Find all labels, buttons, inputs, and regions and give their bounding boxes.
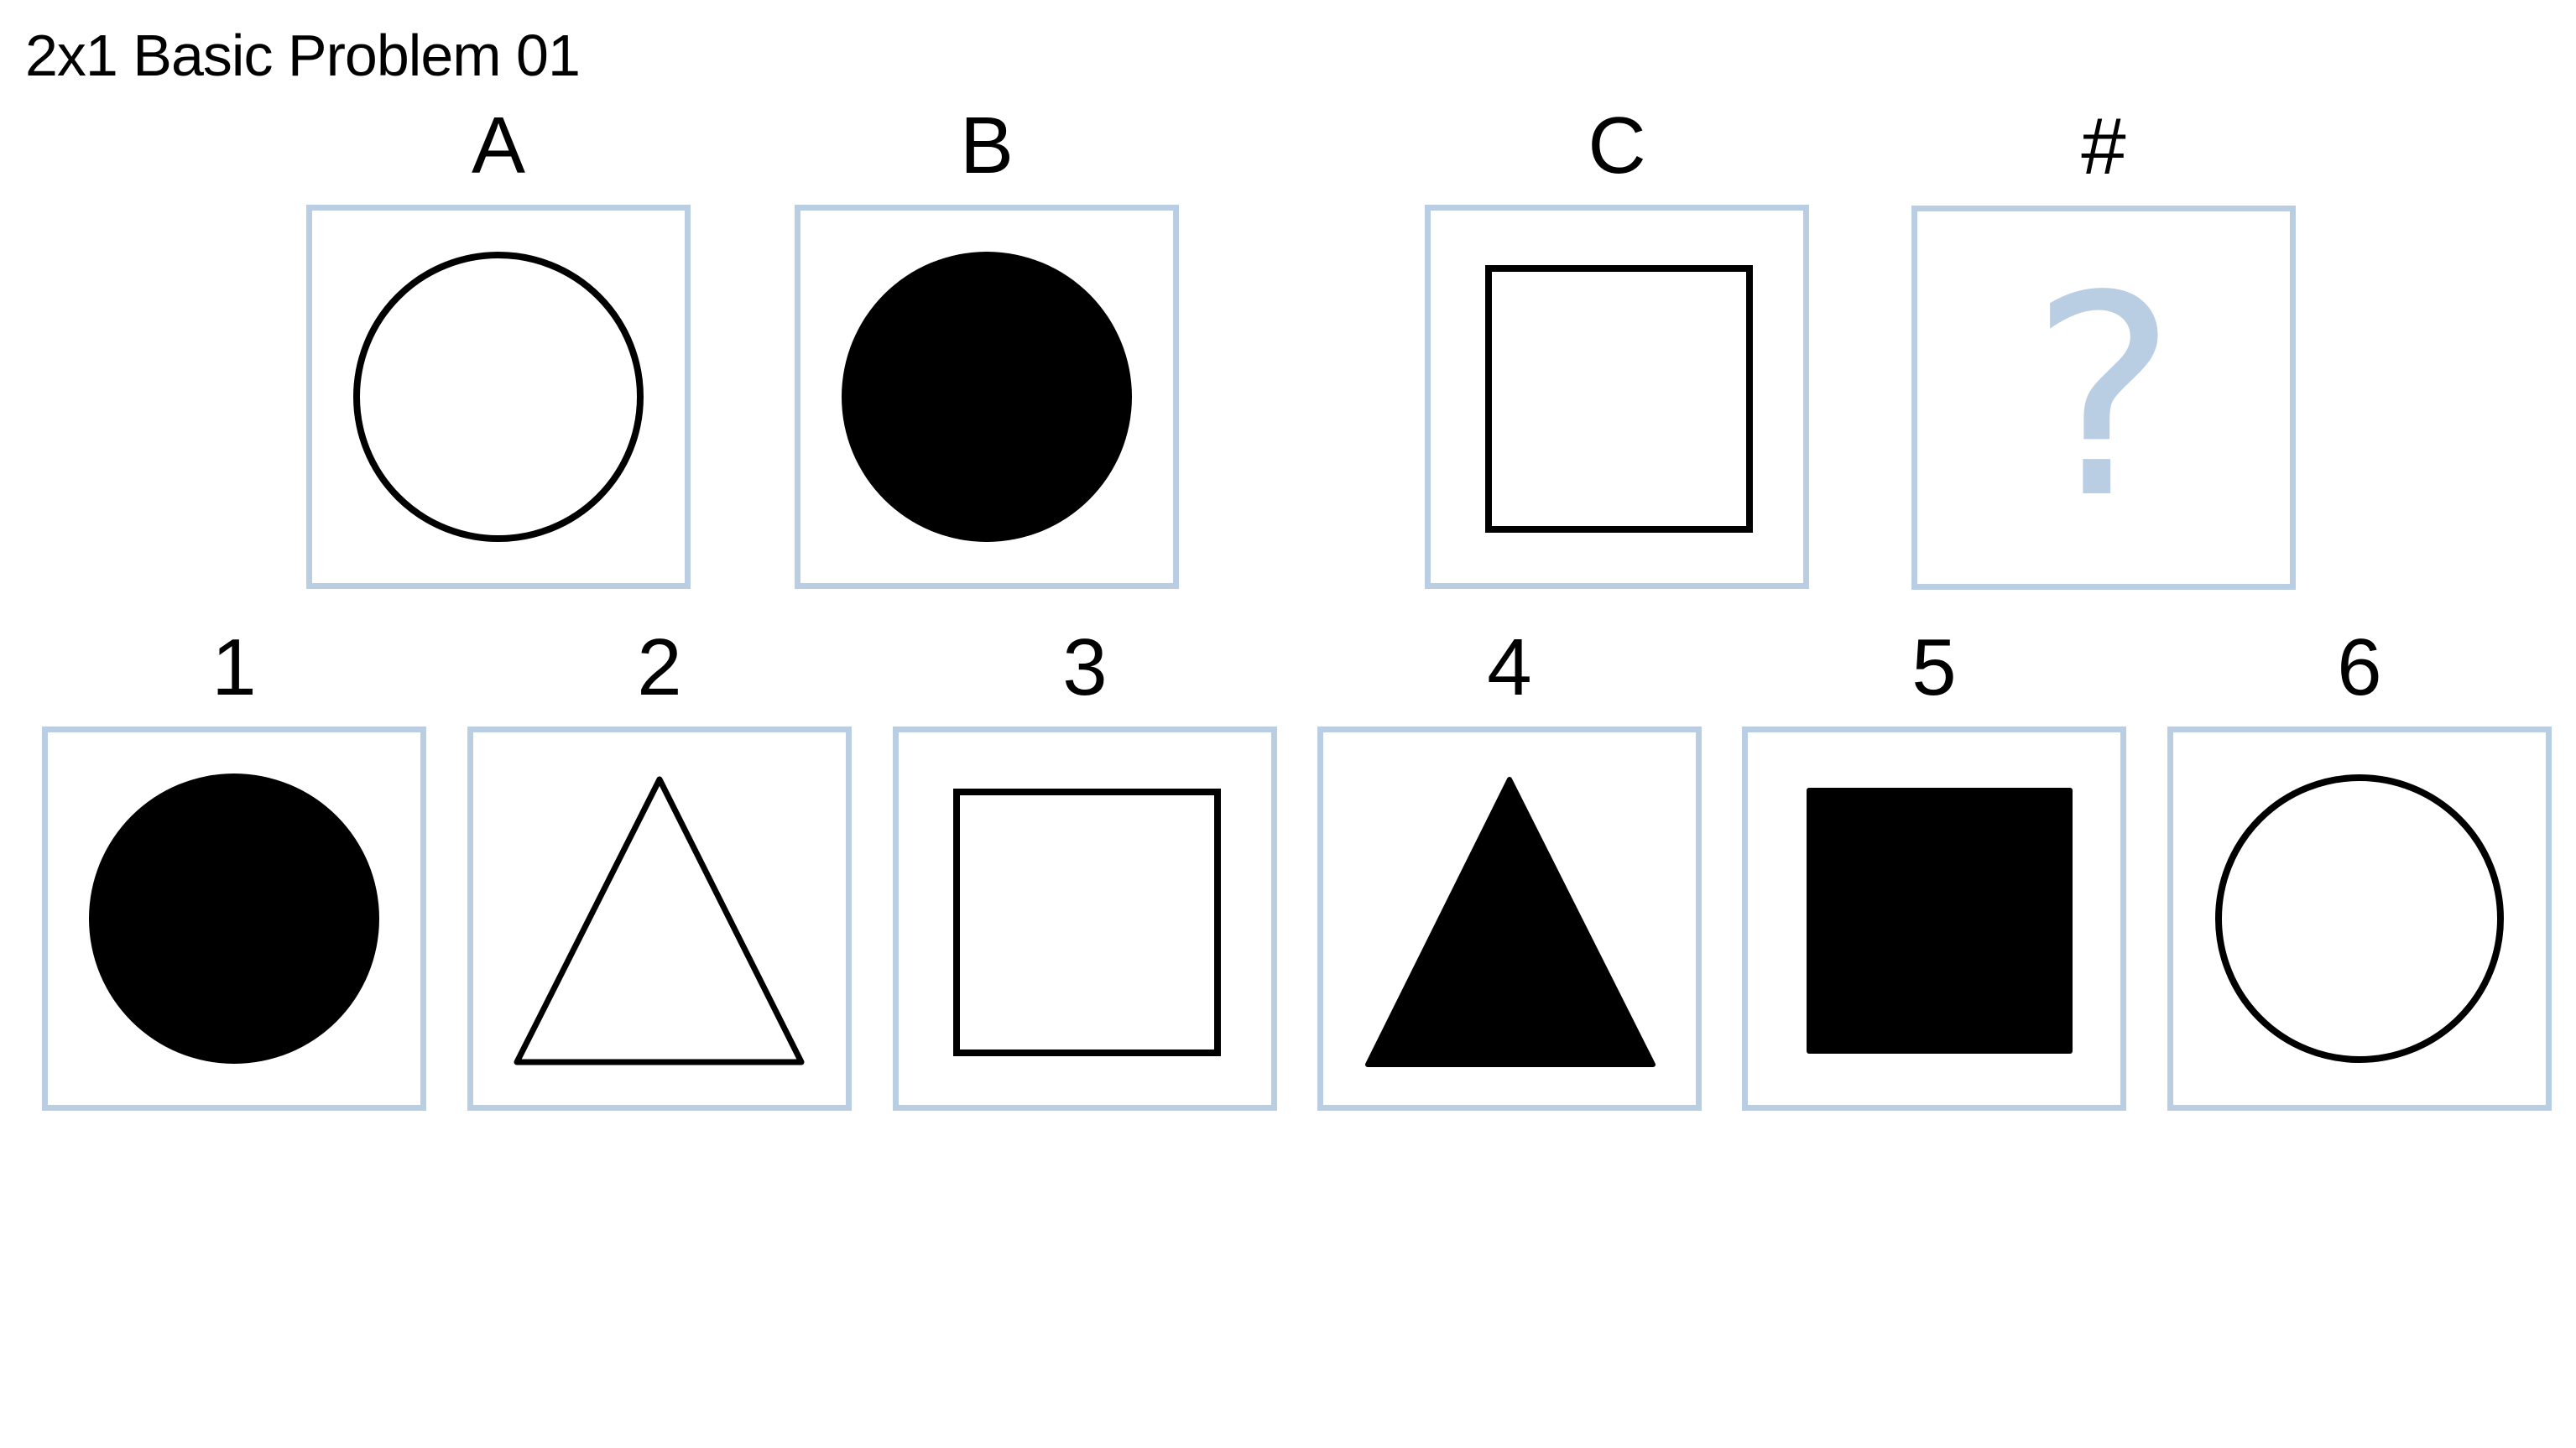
problem-frame-c	[1425, 205, 1809, 589]
problem-frame-a	[306, 205, 691, 589]
choice-2[interactable]: 2	[467, 626, 852, 1111]
choice-label-6: 6	[2337, 622, 2382, 712]
problem-label-c: C	[1588, 101, 1646, 190]
solid-triangle-icon	[1365, 777, 1656, 1067]
choice-frame-1[interactable]	[42, 727, 426, 1111]
choice-frame-3[interactable]	[893, 727, 1277, 1111]
problem-cell-c: C	[1425, 104, 1809, 589]
choice-frame-6[interactable]	[2167, 727, 2552, 1111]
choice-label-5: 5	[1911, 622, 1957, 712]
choice-frame-4[interactable]	[1317, 727, 1702, 1111]
choice-label-3: 3	[1062, 622, 1108, 712]
problem-cell-answer: # ?	[1911, 105, 2296, 590]
outline-circle-icon	[353, 252, 644, 542]
outline-circle-icon	[2215, 774, 2504, 1063]
outline-square-icon	[1485, 265, 1753, 533]
problem-label-a: A	[471, 101, 526, 190]
choice-4[interactable]: 4	[1317, 626, 1702, 1111]
problem-label-b: B	[959, 101, 1014, 190]
choice-label-1: 1	[211, 622, 257, 712]
choice-3[interactable]: 3	[893, 626, 1277, 1111]
problem-cell-a: A	[306, 104, 691, 589]
choice-label-2: 2	[637, 622, 682, 712]
choice-5[interactable]: 5	[1742, 626, 2126, 1111]
choice-frame-2[interactable]	[467, 727, 852, 1111]
answer-placeholder-frame: ?	[1911, 206, 2296, 590]
choice-1[interactable]: 1	[42, 626, 426, 1111]
problem-title: 2x1 Basic Problem 01	[25, 23, 581, 88]
solid-circle-icon	[842, 252, 1132, 542]
choice-label-4: 4	[1487, 622, 1532, 712]
outline-triangle-icon	[514, 776, 805, 1065]
solid-circle-icon	[89, 773, 379, 1064]
solid-square-icon	[1807, 788, 2073, 1054]
problem-frame-b	[795, 205, 1179, 589]
problem-cell-b: B	[795, 104, 1179, 589]
problem-label-answer: #	[2081, 102, 2126, 191]
choice-frame-5[interactable]	[1742, 727, 2126, 1111]
outline-square-icon	[953, 789, 1221, 1056]
choice-6[interactable]: 6	[2167, 626, 2552, 1111]
question-mark: ?	[2030, 237, 2177, 559]
